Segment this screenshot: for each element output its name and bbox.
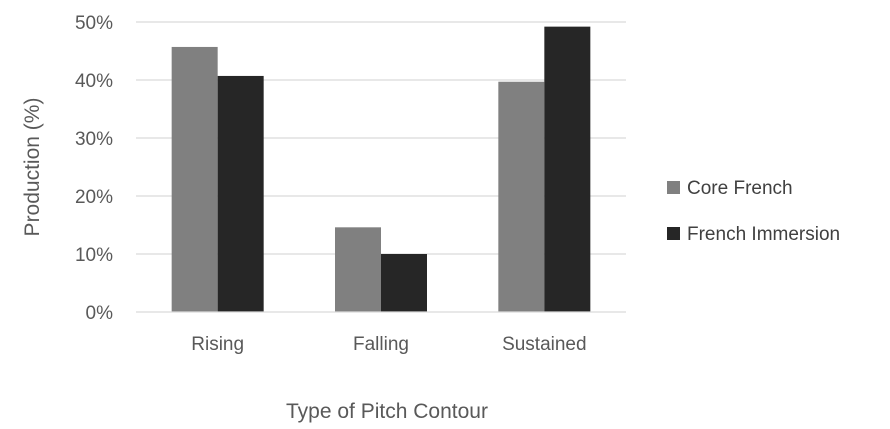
legend-label: Core French xyxy=(687,178,793,199)
x-tick-label: Falling xyxy=(353,334,409,355)
x-axis-ticks: Rising Falling Sustained xyxy=(191,334,586,355)
legend-label: French Immersion xyxy=(687,224,840,245)
x-tick-label: Sustained xyxy=(502,334,587,355)
y-tick-label: 10% xyxy=(75,245,113,266)
bars xyxy=(171,26,591,313)
bar-french-immersion xyxy=(217,75,264,312)
legend: Core French French Immersion xyxy=(667,178,840,245)
bar-core-french xyxy=(171,46,218,312)
bar-core-french xyxy=(498,81,545,313)
bar-french-immersion xyxy=(381,254,427,312)
y-tick-label: 50% xyxy=(75,13,113,34)
bar-french-immersion xyxy=(544,26,591,312)
x-axis-title: Type of Pitch Contour xyxy=(286,400,488,423)
y-tick-label: 30% xyxy=(75,129,113,150)
y-tick-label: 20% xyxy=(75,187,113,208)
y-tick-label: 40% xyxy=(75,71,113,92)
bar-core-french xyxy=(335,227,381,312)
y-axis-title: Production (%) xyxy=(21,98,44,237)
y-axis-ticks: 0% 10% 20% 30% 40% 50% xyxy=(75,13,113,324)
legend-swatch xyxy=(667,181,680,194)
y-tick-label: 0% xyxy=(86,303,114,324)
legend-swatch xyxy=(667,227,680,240)
x-tick-label: Rising xyxy=(191,334,244,355)
